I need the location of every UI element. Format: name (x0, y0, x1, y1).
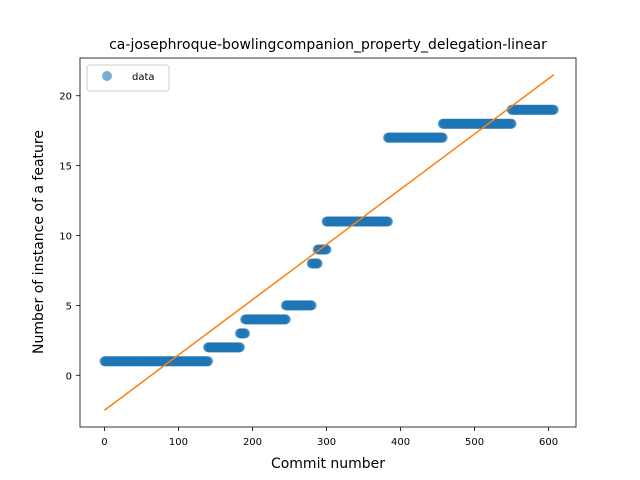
y-axis-ticks: 0 5 10 15 20 (59, 92, 80, 382)
x-tick-label: 0 (101, 437, 107, 448)
data-point (240, 328, 251, 339)
data-point (306, 300, 317, 311)
x-tick-label: 200 (243, 437, 262, 448)
chart-title: ca-josephroque-bowlingcompanion_property… (109, 37, 547, 53)
y-tick-label: 0 (66, 371, 72, 382)
data-point (548, 104, 559, 115)
data-point (506, 118, 517, 129)
data-point (321, 244, 332, 255)
data-point (234, 342, 245, 353)
legend: data (86, 64, 170, 92)
x-tick-label: 500 (465, 437, 484, 448)
fit-layer (103, 74, 555, 411)
y-tick-label: 5 (66, 301, 72, 312)
x-axis-ticks: 0 100 200 300 400 500 600 (101, 427, 558, 448)
data-point (437, 132, 448, 143)
plot-frame (79, 57, 577, 428)
fit-line (103, 74, 555, 411)
y-tick-label: 20 (59, 92, 72, 103)
y-tick-label: 10 (59, 232, 72, 243)
data-point (280, 314, 291, 325)
data-point (382, 216, 393, 227)
x-tick-label: 300 (317, 437, 336, 448)
x-axis-label: Commit number (271, 456, 385, 472)
legend-label-data: data (132, 72, 155, 83)
data-point (312, 258, 323, 269)
y-tick-label: 15 (59, 162, 72, 173)
x-tick-label: 400 (391, 437, 410, 448)
legend-box (86, 64, 170, 92)
y-axis-label: Number of instance of a feature (31, 130, 47, 354)
data-point (203, 356, 214, 367)
legend-marker-data (102, 71, 112, 81)
x-tick-label: 100 (169, 437, 188, 448)
x-tick-label: 600 (539, 437, 558, 448)
